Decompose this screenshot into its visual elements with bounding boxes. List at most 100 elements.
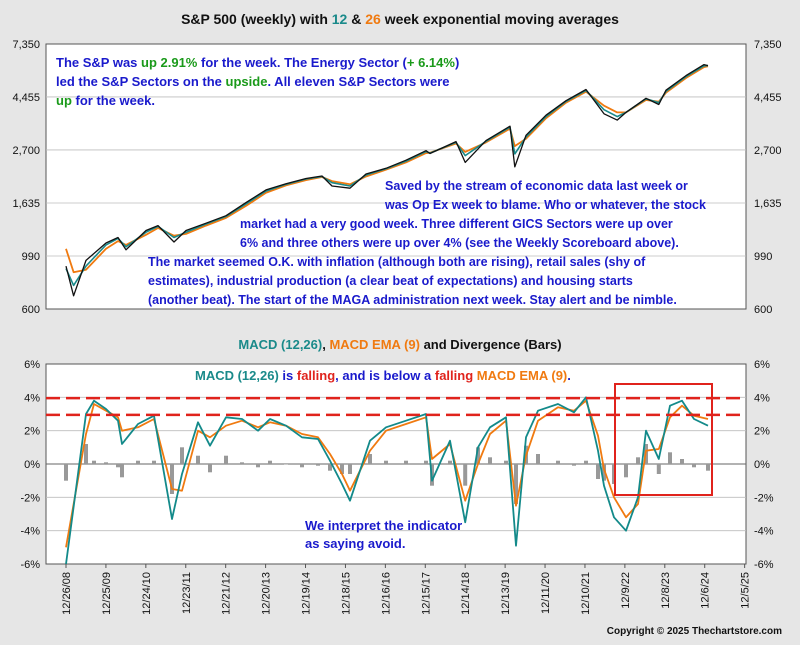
price-y-axis: 600 600 990 990 1,635 1,635 2,700 2,700 4,455 4,4… — [12, 39, 781, 316]
macd-line — [65, 396, 709, 565]
divergence-bar — [208, 464, 212, 473]
macd-y-tick-right: -4% — [754, 526, 774, 538]
macd-y-tick-left: 6% — [24, 359, 40, 371]
macd-y-axis: -6% -6% -4% -4% -2% -2% 0% 0% 2% 2% 4% 4% 6% 6% — [20, 359, 773, 571]
x-tick-label: 12/5/25 — [740, 572, 752, 609]
x-tick-label: 12/6/24 — [700, 572, 712, 609]
commentary-line-7: (another beat). The start of the MAGA ad… — [148, 293, 677, 307]
x-tick-label: 12/15/17 — [420, 572, 432, 615]
price-y-tick-right: 7,350 — [754, 39, 782, 51]
x-tick-label: 12/26/08 — [61, 572, 73, 615]
divergence-bar — [488, 457, 492, 464]
divergence-bar — [636, 457, 640, 464]
divergence-bar — [424, 460, 428, 464]
x-tick-label: 12/14/18 — [460, 572, 472, 615]
divergence-bar — [224, 455, 228, 464]
x-tick-label: 12/8/23 — [660, 572, 672, 609]
price-y-tick-left: 2,700 — [12, 145, 40, 157]
price-series — [65, 63, 709, 297]
divergence-bar — [328, 464, 332, 471]
commentary-line-1: Saved by the stream of economic data las… — [385, 179, 688, 193]
price-y-tick-right: 990 — [754, 251, 772, 263]
divergence-bar — [284, 464, 288, 465]
divergence-bar — [348, 464, 352, 474]
x-tick-label: 12/25/09 — [101, 572, 113, 615]
x-tick-label: 12/19/14 — [301, 572, 313, 615]
commentary-line-4: 6% and three others were up over 4% (see… — [240, 236, 679, 250]
price-y-tick-right: 2,700 — [754, 145, 782, 157]
divergence-bar — [104, 462, 108, 464]
macd-y-tick-right: 2% — [754, 426, 770, 438]
divergence-bar — [240, 462, 244, 464]
divergence-bar — [584, 460, 588, 464]
macd-y-tick-left: -4% — [20, 526, 40, 538]
divergence-bar — [384, 460, 388, 464]
highlight-box — [614, 383, 713, 496]
divergence-bar — [256, 464, 260, 468]
copyright: Copyright © 2025 Thechartstore.com — [607, 626, 782, 637]
price-y-tick-right: 1,635 — [754, 198, 782, 210]
divergence-bar — [476, 447, 480, 464]
divergence-bar — [692, 464, 696, 468]
price-y-tick-left: 7,350 — [12, 39, 40, 51]
macd-y-tick-left: 0% — [24, 459, 40, 471]
divergence-bar — [463, 464, 468, 486]
macd-y-tick-right: -6% — [754, 559, 774, 571]
macd-y-tick-right: 0% — [754, 459, 770, 471]
commentary-line-2: was Op Ex week to blame. Who or whatever… — [384, 198, 706, 212]
summary-line-2: led the S&P Sectors on the upside. All e… — [56, 74, 450, 89]
price-y-tick-left: 1,635 — [12, 198, 40, 210]
price-y-tick-left: 600 — [22, 304, 40, 316]
price-y-tick-right: 600 — [754, 304, 772, 316]
x-tick-label: 12/11/20 — [540, 572, 552, 614]
divergence-bar — [136, 460, 140, 464]
macd-ema-line — [65, 399, 709, 548]
macd-y-tick-right: -2% — [754, 492, 774, 504]
x-tick-label: 12/21/12 — [221, 572, 233, 615]
divergence-bar — [268, 460, 272, 464]
x-tick-label: 12/23/11 — [181, 572, 193, 614]
divergence-bar — [536, 454, 540, 464]
divergence-bar — [84, 444, 88, 464]
divergence-bar — [504, 460, 508, 464]
price-y-tick-left: 4,455 — [12, 92, 40, 104]
divergence-bar — [300, 464, 304, 468]
summary-line-3: up for the week. — [56, 93, 155, 108]
x-tick-label: 12/24/10 — [141, 572, 153, 615]
x-axis: 12/26/08 12/25/09 12/24/10 12/23/11 12/21/12… — [61, 564, 752, 615]
sp500-line — [65, 63, 709, 297]
macd-y-tick-left: -2% — [20, 492, 40, 504]
macd-y-tick-right: 4% — [754, 392, 770, 404]
divergence-bar — [668, 452, 672, 464]
x-tick-label: 12/10/21 — [580, 572, 592, 615]
summary-line-1: The S&P was up 2.91% for the week. The E… — [56, 55, 459, 70]
price-grid — [46, 96, 746, 257]
divergence-bar — [170, 464, 174, 494]
x-tick-label: 12/16/16 — [380, 572, 392, 615]
macd-y-tick-left: 4% — [24, 392, 40, 404]
divergence-bar — [196, 455, 200, 464]
divergence-bar — [602, 464, 606, 481]
macd-title: MACD (12,26), MACD EMA (9) and Divergenc… — [238, 337, 561, 352]
macd-histogram — [64, 444, 710, 504]
divergence-bar — [656, 464, 661, 474]
divergence-bar — [706, 464, 710, 471]
divergence-bar — [92, 460, 96, 464]
divergence-bar — [152, 460, 156, 464]
interpret-line-1: We interpret the indicator — [305, 518, 462, 533]
x-tick-label: 12/13/19 — [500, 572, 512, 615]
macd-y-tick-left: -6% — [20, 559, 40, 571]
x-tick-label: 12/9/22 — [620, 572, 632, 609]
divergence-bar — [556, 460, 560, 464]
commentary-line-3: market had a very good week. Three diffe… — [240, 217, 673, 231]
macd-status-text: MACD (12,26) is falling, and is below a … — [195, 368, 571, 383]
macd-series — [65, 396, 709, 565]
divergence-bar — [120, 464, 124, 478]
divergence-bar — [596, 464, 600, 479]
divergence-bar — [180, 447, 184, 464]
commentary-line-5: The market seemed O.K. with inflation (a… — [148, 255, 646, 269]
macd-y-tick-right: 6% — [754, 359, 770, 371]
divergence-bar — [624, 464, 628, 478]
divergence-bar — [572, 464, 576, 466]
